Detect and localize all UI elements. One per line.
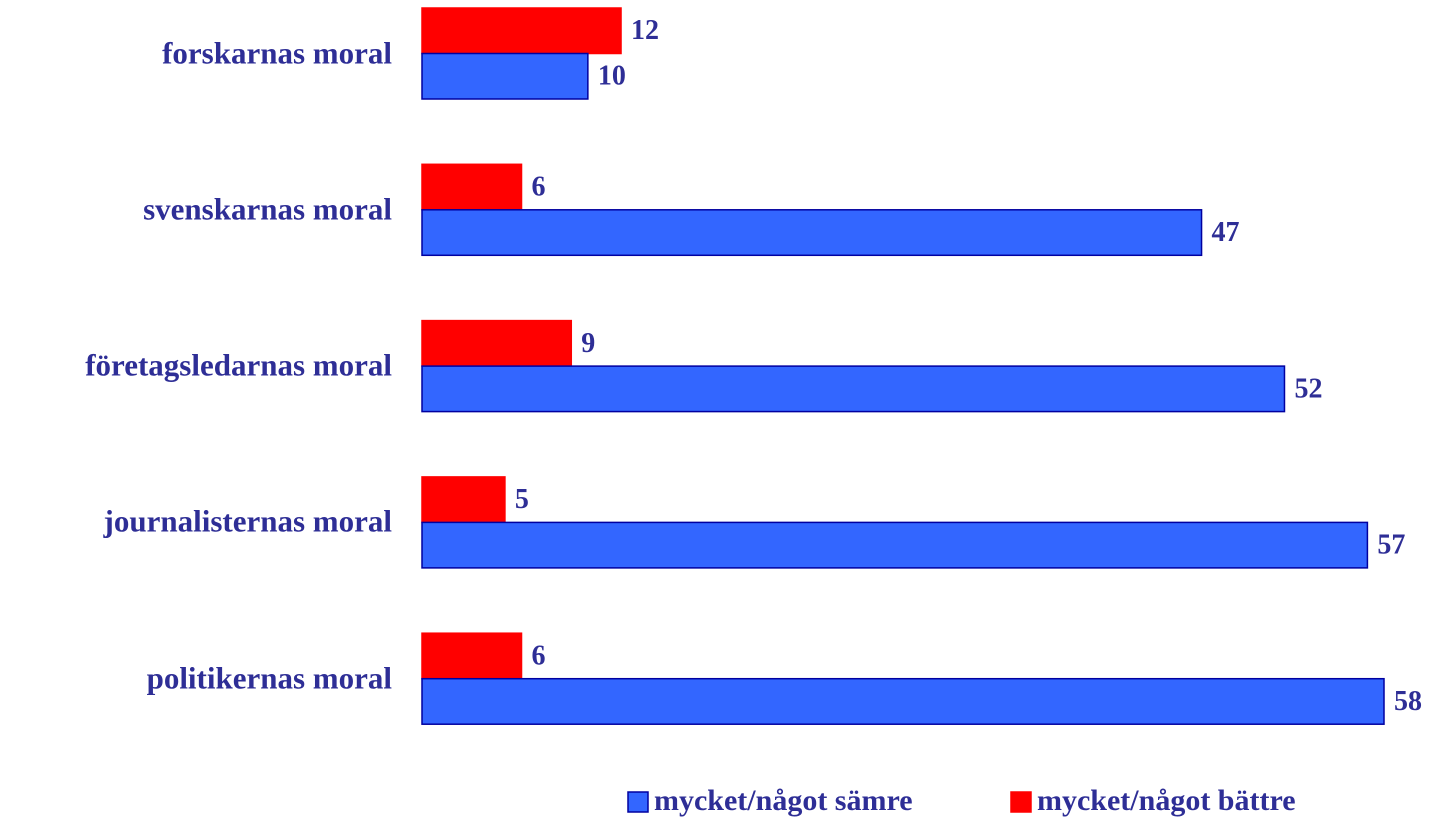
category-label: företagsledarnas moral xyxy=(0,347,392,386)
category-label: svenskarnas moral xyxy=(0,190,392,229)
value-label: 52 xyxy=(1294,373,1322,404)
bar xyxy=(421,632,523,680)
category-label: journalisternas moral xyxy=(0,503,392,542)
value-label: 12 xyxy=(631,15,659,46)
value-label: 5 xyxy=(515,484,529,515)
legend-swatch xyxy=(1010,791,1032,813)
value-label: 6 xyxy=(532,640,546,671)
category-label: forskarnas moral xyxy=(0,34,392,73)
legend-label: mycket/något sämre xyxy=(654,784,913,817)
value-label: 6 xyxy=(532,171,546,202)
bar xyxy=(421,476,506,524)
bar xyxy=(421,521,1369,569)
category-text: forskarnas moral xyxy=(162,35,392,71)
bar xyxy=(421,319,573,367)
category-text: svenskarnas moral xyxy=(143,191,392,227)
bar xyxy=(421,52,589,100)
value-label: 47 xyxy=(1212,217,1240,248)
value-label: 9 xyxy=(581,328,595,359)
legend-label: mycket/något bättre xyxy=(1037,784,1296,817)
value-label: 57 xyxy=(1377,530,1405,561)
bar xyxy=(421,7,622,55)
bar xyxy=(421,163,523,211)
bar xyxy=(421,209,1203,257)
bar xyxy=(421,365,1286,413)
bar xyxy=(421,677,1385,725)
category-text: politikernas moral xyxy=(146,660,392,696)
category-text: journalisternas moral xyxy=(103,504,392,540)
category-text: företagsledarnas moral xyxy=(85,347,392,383)
legend-swatch xyxy=(627,791,649,813)
value-label: 10 xyxy=(598,61,626,92)
value-label: 58 xyxy=(1394,686,1422,717)
category-label: politikernas moral xyxy=(0,659,392,698)
